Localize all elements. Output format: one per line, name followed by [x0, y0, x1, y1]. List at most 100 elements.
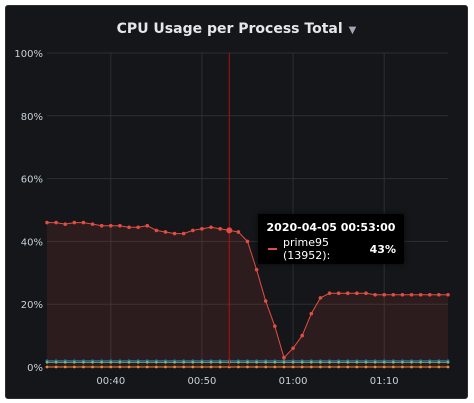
data-point [200, 360, 204, 364]
crosshair-layer [226, 53, 233, 367]
data-point [364, 365, 368, 369]
data-point [145, 365, 149, 369]
data-point [418, 292, 423, 297]
tooltip-series-value: 43% [369, 242, 396, 256]
data-point [45, 360, 49, 364]
data-point [410, 365, 413, 369]
data-point [191, 360, 195, 364]
data-point [209, 360, 213, 364]
data-point [291, 365, 295, 369]
data-point [336, 291, 341, 296]
hover-tooltip: 2020-04-05 00:53:00 prime95 (13952): 43% [258, 214, 404, 264]
data-point [437, 360, 441, 364]
data-point [108, 223, 113, 228]
data-point [437, 292, 441, 297]
data-point [327, 291, 332, 296]
data-point [100, 365, 104, 369]
data-point [309, 365, 313, 369]
data-point [72, 360, 76, 364]
data-point [391, 365, 395, 369]
data-point [54, 220, 58, 225]
data-point [118, 223, 122, 228]
series-area-fill [47, 222, 448, 367]
data-point [173, 360, 176, 364]
y-tick-label: 0% [27, 363, 43, 374]
data-point [45, 220, 49, 225]
data-point [72, 220, 77, 225]
data-point [391, 292, 396, 297]
data-point [319, 365, 322, 369]
tooltip-timestamp: 2020-04-05 00:53:00 [266, 221, 396, 234]
panel-title[interactable]: CPU Usage per Process Total ▼ [6, 19, 467, 39]
data-point [382, 365, 386, 369]
data-point [82, 360, 85, 364]
crosshair-point [226, 227, 233, 234]
data-point [400, 292, 405, 297]
data-point [81, 220, 86, 225]
data-point [145, 360, 149, 364]
data-point [54, 360, 58, 364]
data-point [282, 360, 286, 364]
data-point [410, 360, 413, 364]
data-point [346, 360, 350, 364]
data-point [218, 227, 222, 231]
data-point [300, 365, 304, 369]
data-point [419, 360, 423, 364]
data-point [127, 225, 131, 230]
data-point [382, 360, 386, 364]
series-layer [45, 220, 450, 369]
data-point [309, 360, 313, 364]
data-point [291, 346, 295, 350]
data-point [255, 365, 259, 369]
data-point [127, 360, 131, 364]
data-point [446, 360, 450, 364]
data-point [100, 360, 104, 364]
data-point [428, 365, 432, 369]
y-tick-label: 40% [21, 237, 43, 248]
data-point [246, 365, 249, 369]
data-point [163, 230, 168, 234]
data-point [54, 365, 58, 369]
data-point [127, 365, 131, 369]
chart-panel: CPU Usage per Process Total ▼ 0% 20% 40% 60… [5, 5, 468, 399]
data-point [245, 239, 250, 244]
data-point [82, 365, 85, 369]
data-point [446, 365, 450, 369]
data-point [319, 360, 322, 364]
data-point [154, 360, 158, 364]
data-point [282, 365, 286, 369]
panel-title-text: CPU Usage per Process Total [116, 21, 343, 37]
caret-down-icon[interactable]: ▼ [348, 24, 357, 36]
data-point [236, 360, 240, 364]
data-point [63, 360, 67, 364]
data-point [428, 360, 432, 364]
data-point [355, 360, 359, 364]
data-point [246, 360, 249, 364]
data-point [181, 231, 186, 236]
data-point [209, 365, 213, 369]
data-point [236, 230, 241, 234]
data-point [300, 360, 304, 364]
data-point [328, 360, 331, 364]
data-point [382, 292, 387, 297]
y-tick-label: 100% [14, 49, 43, 60]
x-axis-labels: 00:40 00:50 01:00 01:10 [96, 376, 398, 387]
data-point [437, 365, 441, 369]
data-point [172, 231, 177, 236]
data-point [191, 228, 195, 233]
data-point [337, 365, 341, 369]
tooltip-series-row: prime95 (13952): 43% [268, 236, 396, 262]
data-point [373, 365, 377, 369]
data-point [218, 360, 222, 364]
data-point [136, 360, 140, 364]
data-point [191, 365, 195, 369]
y-tick-label: 60% [21, 175, 43, 186]
y-tick-label: 20% [21, 300, 43, 311]
y-axis-labels: 0% 20% 40% 60% 80% 100% [14, 49, 43, 374]
data-point [282, 355, 286, 360]
line-chart[interactable]: 0% 20% 40% 60% 80% 100% 00:40 00:50 01:00 01:10 [6, 6, 467, 398]
data-point [99, 223, 104, 228]
x-tick-label: 01:00 [279, 376, 308, 387]
data-point [300, 333, 304, 338]
tooltip-series-name: prime95 (13952): [283, 236, 331, 262]
